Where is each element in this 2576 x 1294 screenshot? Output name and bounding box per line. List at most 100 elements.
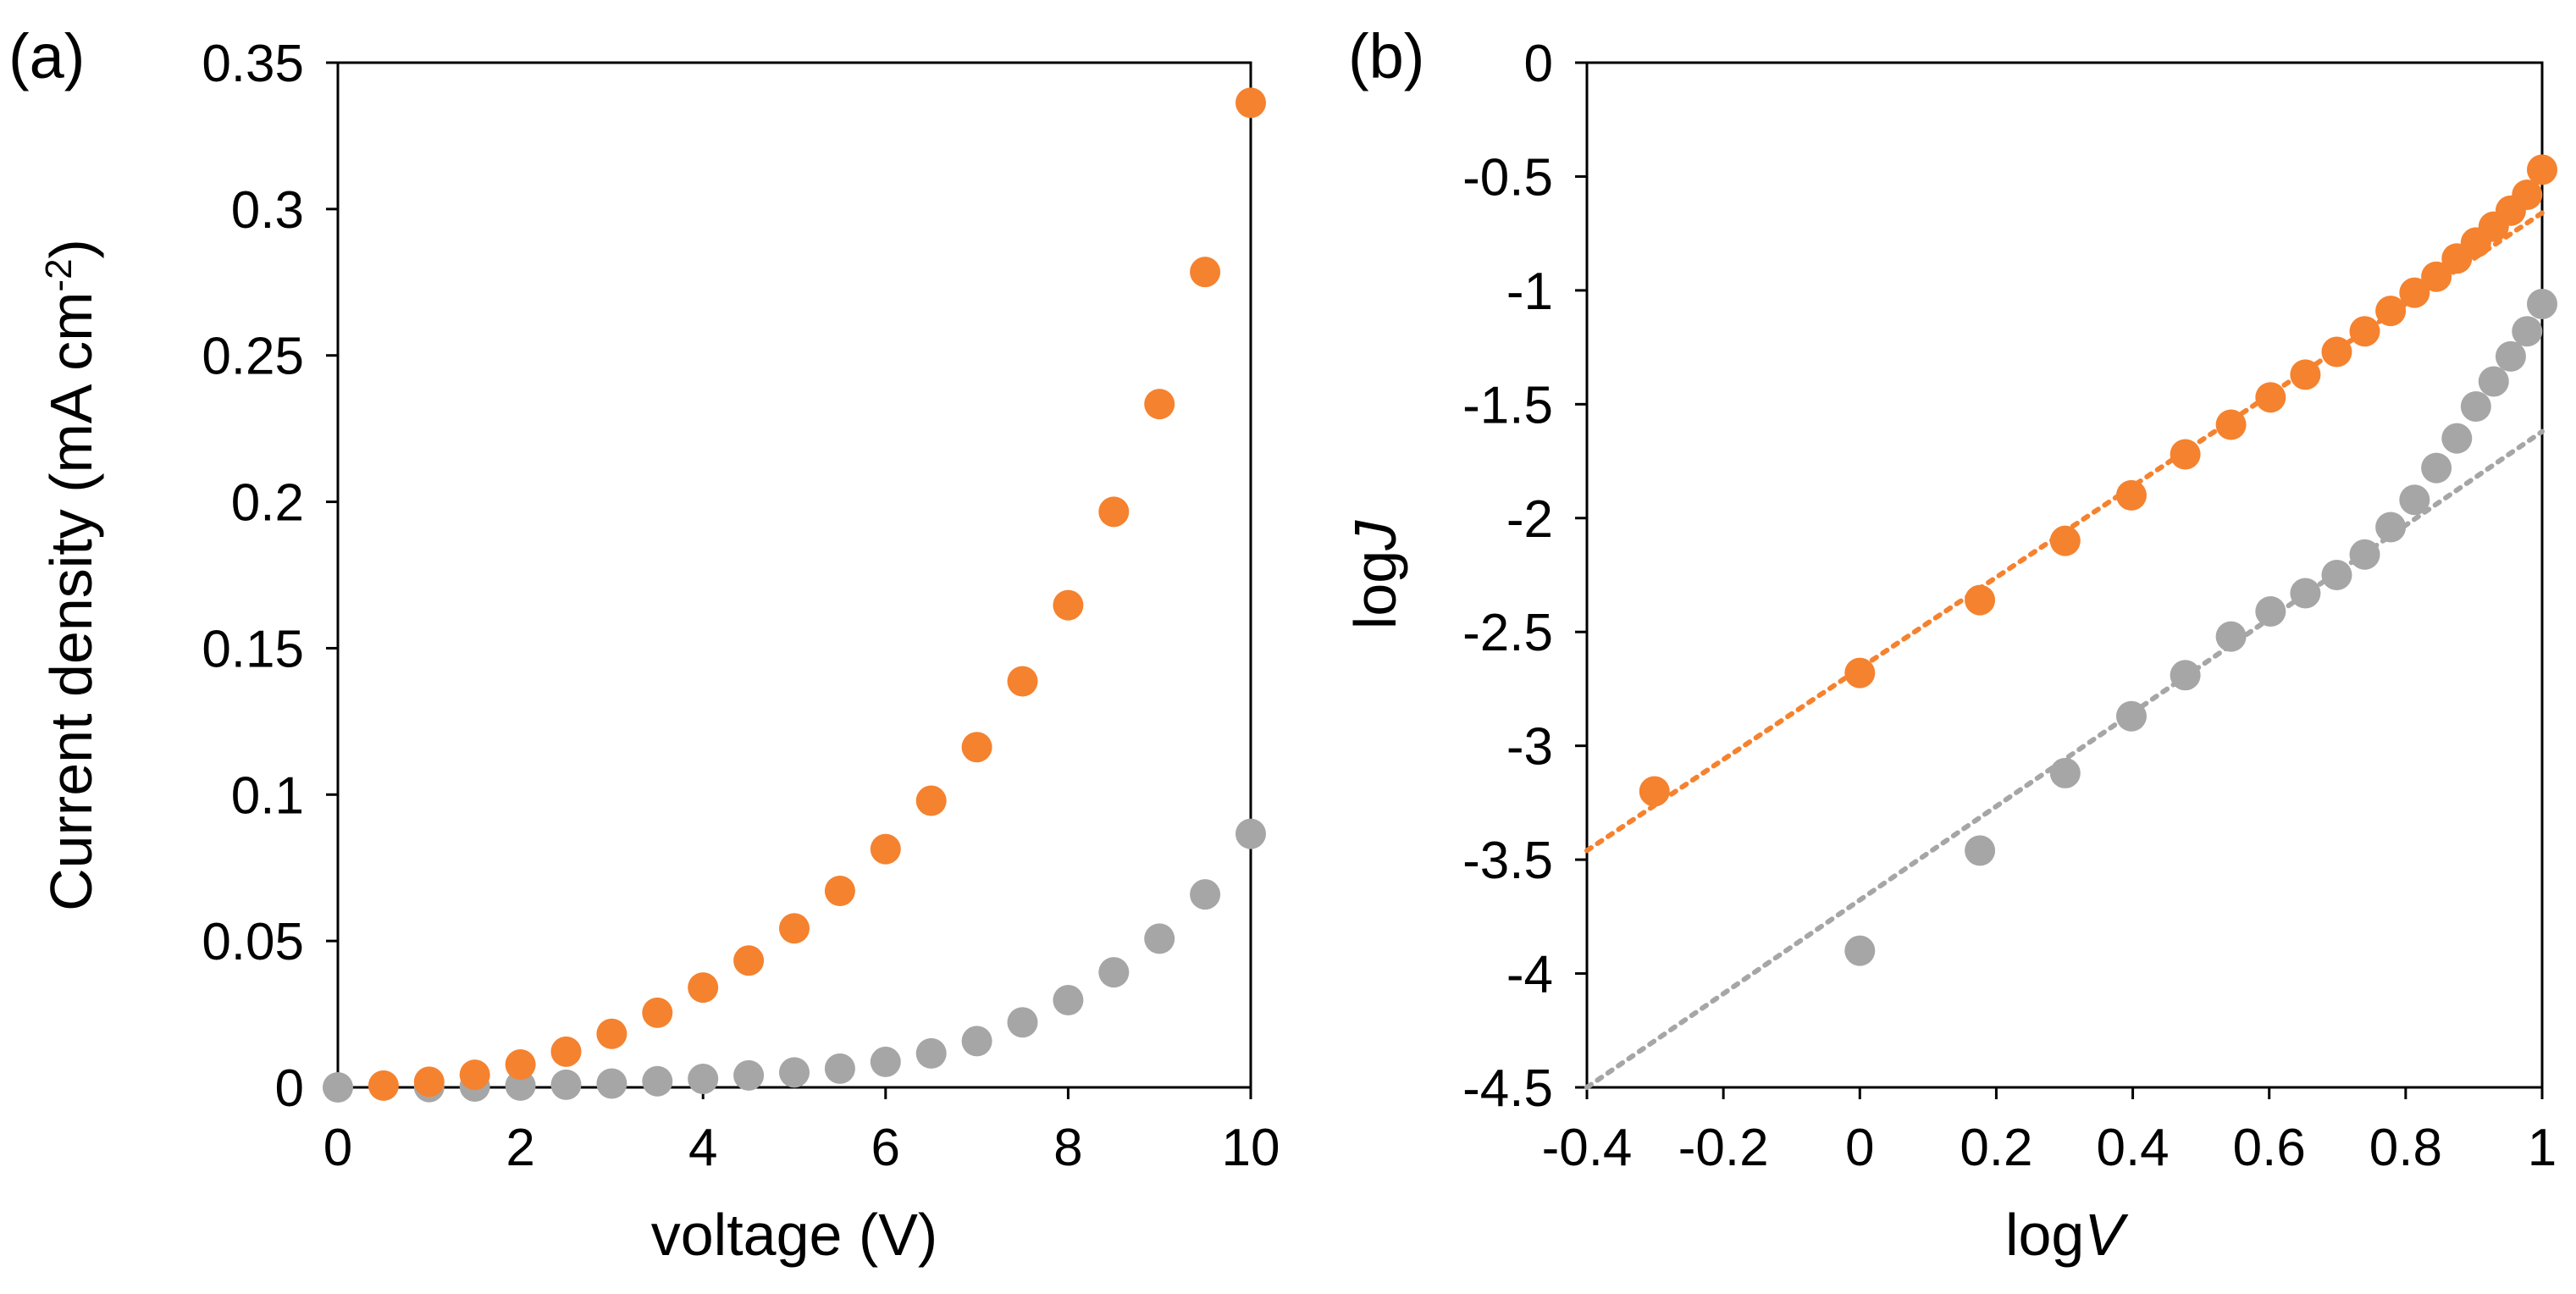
data-point-series-1 <box>1144 389 1175 420</box>
data-point-series-1 <box>2170 439 2201 470</box>
data-point-series-1 <box>2215 409 2247 440</box>
data-point-series-2 <box>2478 366 2509 397</box>
data-point-series-1 <box>596 1018 627 1049</box>
y-tick-label: -4.5 <box>1462 1059 1553 1118</box>
data-point-series-1 <box>1639 776 1670 807</box>
data-point-series-2 <box>2170 660 2201 691</box>
x-tick-label: 1 <box>2528 1119 2557 1177</box>
y-tick-label: 0.1 <box>231 766 304 825</box>
panel-b-points <box>1639 154 2557 966</box>
data-point-series-1 <box>1007 666 1038 697</box>
data-point-series-2 <box>2349 539 2380 570</box>
data-point-series-2 <box>2115 700 2147 732</box>
data-point-series-1 <box>824 876 855 907</box>
y-tick-label: 0.2 <box>231 474 304 533</box>
y-tick-label: 0.3 <box>231 181 304 240</box>
data-point-series-1 <box>2115 479 2147 511</box>
data-point-series-2 <box>2290 578 2321 609</box>
y-tick-label: 0.05 <box>202 913 304 971</box>
y-tick-label: 0.35 <box>202 35 304 93</box>
data-point-series-2 <box>2049 757 2081 788</box>
panel-b-y-tick-labels: -4.5 -4 -3.5 -3 -2.5 -2 -1.5 -1 -0.5 0 <box>1462 35 1587 1118</box>
y-tick-label: -2 <box>1506 490 1553 549</box>
data-point-series-1 <box>2255 382 2286 413</box>
y-tick-label: -4 <box>1506 946 1553 1004</box>
y-tick-label: 0 <box>1524 35 1553 93</box>
x-tick-label: 0.8 <box>2369 1119 2442 1177</box>
data-point-series-2 <box>1190 879 1221 910</box>
y-tick-label: -0.5 <box>1462 148 1553 207</box>
x-tick-label: 0.4 <box>2096 1119 2169 1177</box>
data-point-series-2 <box>2460 391 2491 423</box>
x-tick-label: 2 <box>506 1119 534 1177</box>
data-point-series-2 <box>2321 560 2352 590</box>
y-tick-label: -2.5 <box>1462 604 1553 662</box>
data-point-series-2 <box>824 1053 855 1084</box>
y-tick-label: -3.5 <box>1462 832 1553 890</box>
data-point-series-1 <box>779 913 810 944</box>
y-tick-label: -1.5 <box>1462 376 1553 434</box>
x-tick-label: 6 <box>871 1119 900 1177</box>
x-tick-label: 4 <box>688 1119 717 1177</box>
y-tick-label: -1 <box>1506 263 1553 321</box>
data-point-series-1 <box>1965 584 1996 616</box>
panel-b-y-axis-label: logJ <box>1342 520 1408 629</box>
data-point-series-2 <box>961 1026 992 1057</box>
data-point-series-1 <box>368 1070 399 1101</box>
data-point-series-2 <box>779 1057 810 1088</box>
data-point-series-1 <box>2421 261 2452 292</box>
data-point-series-2 <box>323 1072 353 1103</box>
data-point-series-2 <box>1235 818 1266 849</box>
panel-a-x-axis-label: voltage (V) <box>651 1202 937 1268</box>
data-point-series-1 <box>642 997 673 1028</box>
data-point-series-2 <box>505 1070 536 1101</box>
data-point-series-2 <box>550 1069 582 1100</box>
data-point-series-1 <box>2375 296 2407 327</box>
y-tick-label: 0.15 <box>202 620 304 678</box>
y-tick-label: 0 <box>275 1059 304 1118</box>
data-point-series-1 <box>413 1066 445 1098</box>
data-point-series-1 <box>870 833 901 865</box>
data-point-series-2 <box>915 1037 947 1069</box>
data-point-series-2 <box>1144 923 1175 954</box>
panel-a-points <box>323 87 1266 1103</box>
panel-b-plot-frame <box>1585 61 2544 1089</box>
data-point-series-1 <box>550 1036 582 1067</box>
data-point-series-2 <box>870 1046 901 1077</box>
data-point-series-1 <box>1844 657 1876 688</box>
data-point-series-2 <box>688 1063 719 1094</box>
data-point-series-1 <box>2321 336 2352 368</box>
data-point-series-1 <box>1053 589 1084 621</box>
y-tick-label: -3 <box>1506 718 1553 777</box>
data-point-series-2 <box>733 1059 765 1091</box>
x-tick-label: 0.2 <box>1960 1119 2032 1177</box>
data-point-series-1 <box>505 1049 536 1081</box>
y-tick-label: 0.25 <box>202 328 304 386</box>
data-point-series-2 <box>2421 452 2452 484</box>
panel-b: (b) -4.5-4-3.5-3-2.5-2-1.5-1-0.50 -0.4 -0… <box>1342 21 2557 1268</box>
x-tick-label: -0.2 <box>1678 1119 1769 1177</box>
x-tick-label: 0.6 <box>2233 1119 2306 1177</box>
panel-a-label: (a) <box>8 21 85 91</box>
data-point-series-2 <box>1053 984 1084 1015</box>
data-point-series-2 <box>2441 423 2473 454</box>
data-point-series-1 <box>688 972 719 1004</box>
panel-a: (a) 0 0.05 0.1 0.15 0.2 0.25 0.3 0.35 0 2 4 6 8 10 v… <box>8 21 1280 1268</box>
data-point-series-2 <box>1007 1007 1038 1038</box>
data-point-series-2 <box>2527 289 2557 320</box>
data-point-series-1 <box>2290 359 2321 390</box>
data-point-series-2 <box>596 1068 627 1099</box>
data-point-series-2 <box>2375 512 2407 543</box>
data-point-series-1 <box>961 732 992 763</box>
data-point-series-1 <box>2349 316 2380 347</box>
data-point-series-1 <box>1235 87 1266 119</box>
data-point-series-2 <box>1098 957 1130 988</box>
trendline-series-2 <box>1584 429 2545 1090</box>
x-tick-label: 10 <box>1222 1119 1280 1177</box>
data-point-series-2 <box>1965 835 1996 866</box>
data-point-series-1 <box>2399 277 2430 308</box>
panel-a-y-axis-label: Current density (mA cm-2) <box>38 239 104 911</box>
panel-a-x-tick-labels: 0 2 4 6 8 10 <box>323 1087 1280 1177</box>
data-point-series-1 <box>2512 179 2543 210</box>
panel-a-y-tick-labels: 0 0.05 0.1 0.15 0.2 0.25 0.3 0.35 <box>202 35 338 1118</box>
